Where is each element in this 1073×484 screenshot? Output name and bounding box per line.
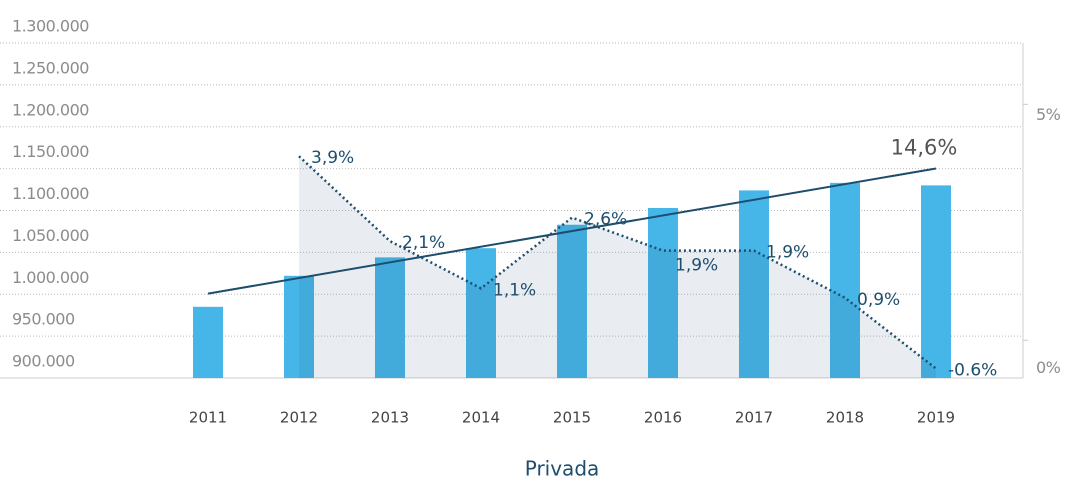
y-tick-label: 900.000: [12, 352, 75, 371]
bar: [739, 190, 769, 378]
x-tick-label: 2016: [644, 409, 682, 427]
y-tick-label: 1.050.000: [12, 226, 89, 245]
bar: [466, 248, 496, 378]
x-tick-label: 2012: [280, 409, 318, 427]
x-tick-label: 2011: [189, 409, 227, 427]
bar: [830, 182, 860, 378]
y2-tick-label: 0%: [1036, 358, 1061, 377]
y2-tick-label: 5%: [1036, 105, 1061, 124]
data-label: 0,9%: [857, 290, 900, 310]
x-tick-label: 2018: [826, 409, 864, 427]
y-tick-label: 1.200.000: [12, 100, 89, 119]
growth-line: [298, 155, 937, 370]
data-label: 1,9%: [766, 243, 809, 263]
data-label: 1,1%: [493, 280, 536, 300]
x-tick-label: 2017: [735, 409, 773, 427]
x-tick-label: 2013: [371, 409, 409, 427]
data-label: 1,9%: [675, 256, 718, 276]
growth-area: [299, 156, 936, 378]
bar: [284, 275, 314, 378]
bar: [375, 257, 405, 378]
data-label: 2,1%: [402, 233, 445, 253]
x-axis-label: Privada: [525, 457, 600, 481]
bar: [921, 185, 951, 378]
bar: [648, 207, 678, 378]
data-label: -0.6%: [948, 361, 997, 381]
y-tick-label: 1.250.000: [12, 58, 89, 77]
trend-label: 14,6%: [891, 135, 958, 159]
data-label: 2,6%: [584, 210, 627, 230]
trend-line: [207, 167, 937, 295]
y-tick-label: 1.000.000: [12, 268, 89, 287]
x-tick-label: 2014: [462, 409, 500, 427]
data-label: 3,9%: [311, 148, 354, 168]
bar: [193, 306, 223, 378]
x-tick-label: 2015: [553, 409, 591, 427]
x-tick-label: 2019: [917, 409, 955, 427]
y-tick-label: 1.150.000: [12, 142, 89, 161]
y-tick-label: 1.300.000: [12, 17, 89, 36]
bar: [557, 224, 587, 378]
y-tick-label: 950.000: [12, 310, 75, 329]
y-tick-label: 1.100.000: [12, 184, 89, 203]
